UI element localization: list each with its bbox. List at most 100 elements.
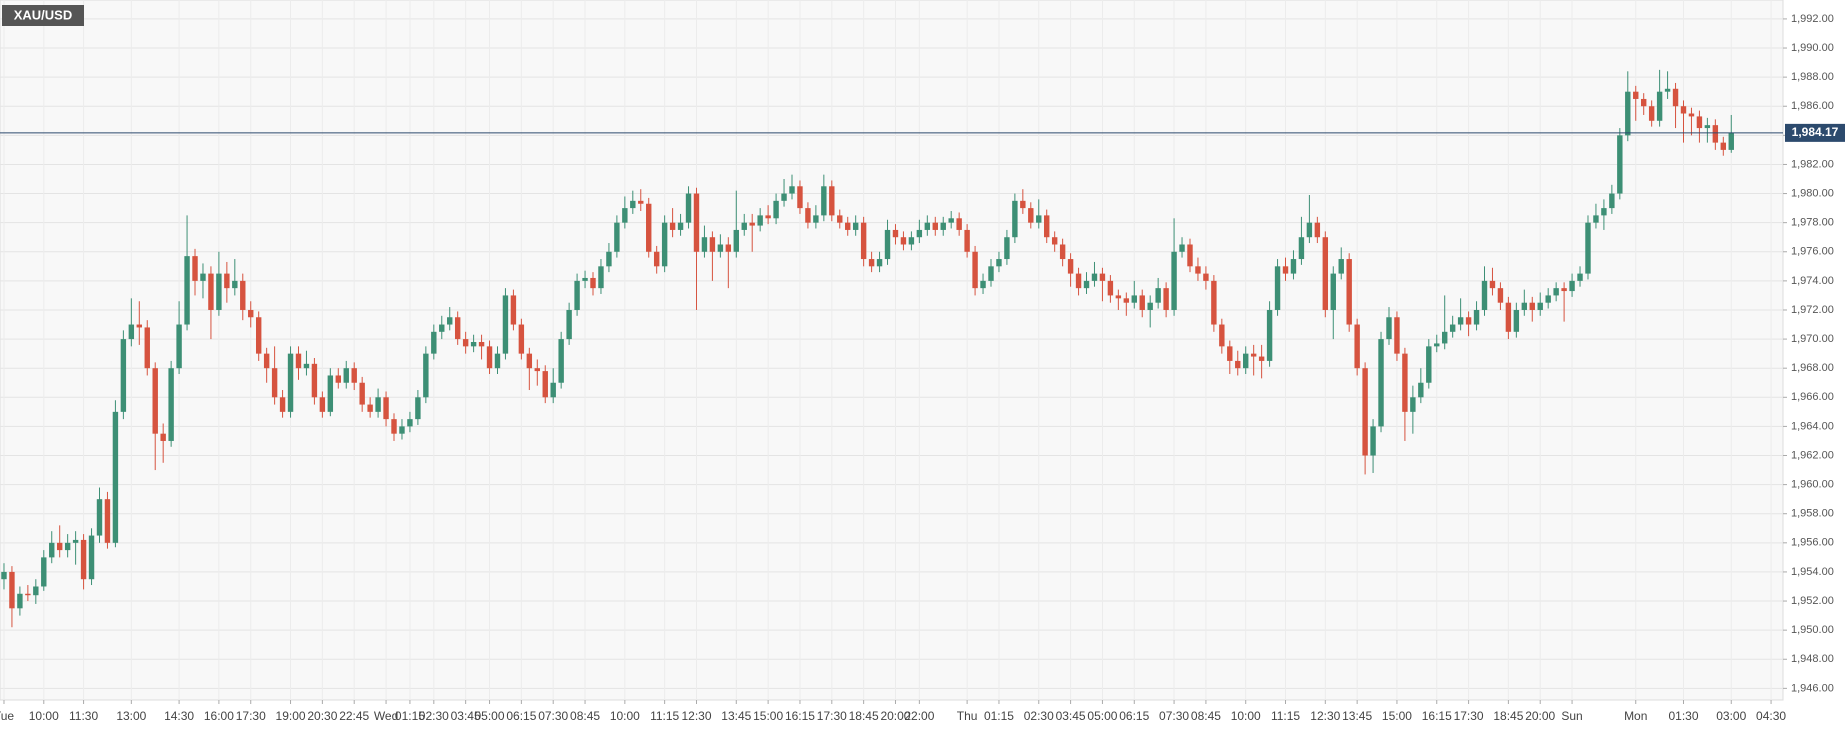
x-tick-label: 08:45 xyxy=(1191,709,1221,723)
candle-body xyxy=(924,222,931,230)
x-tick-label: 02:30 xyxy=(419,709,449,723)
y-tick-label: 1,974.00 xyxy=(1791,275,1834,287)
y-tick-label: 1,988.00 xyxy=(1791,71,1834,83)
candle-body xyxy=(1083,280,1090,289)
candle-body xyxy=(1036,215,1042,223)
candle-body xyxy=(717,244,724,252)
candle-body xyxy=(868,259,875,267)
candle-body xyxy=(1418,382,1424,398)
axes: 1,946.00 1,948.00 1,950.00 1,952.00 1,954.00… xyxy=(0,13,1845,723)
candle-body xyxy=(709,237,716,252)
candle-body xyxy=(1465,317,1472,325)
x-tick-label: Wed xyxy=(374,709,398,723)
candle-body xyxy=(192,256,198,281)
candle-body xyxy=(614,222,620,252)
x-tick-label: 14:30 xyxy=(164,709,194,723)
candle-body xyxy=(1028,208,1034,223)
candle-body xyxy=(1163,288,1169,310)
candle-body xyxy=(916,229,923,238)
candle-body xyxy=(263,353,270,369)
candle-body xyxy=(1386,317,1392,340)
y-tick-label: 1,950.00 xyxy=(1791,624,1834,636)
candle-body xyxy=(351,368,357,383)
candle-body xyxy=(1123,298,1130,303)
candle-body xyxy=(271,368,278,398)
candle-body xyxy=(518,324,525,354)
x-tick-label: 06:15 xyxy=(506,709,536,723)
candle-body xyxy=(1012,200,1018,238)
candle-body xyxy=(1434,343,1440,347)
x-tick-label: 03:00 xyxy=(1716,709,1746,723)
candle-body xyxy=(765,215,771,219)
candle-body xyxy=(1696,116,1703,129)
candle-body xyxy=(1545,295,1551,303)
x-tick-label: 07:30 xyxy=(1159,709,1189,723)
candle-body xyxy=(1712,125,1719,143)
candle-body xyxy=(303,363,310,369)
candle-body xyxy=(1155,288,1161,303)
x-tick-label: Sun xyxy=(1561,709,1582,723)
y-tick-label: 1,946.00 xyxy=(1791,682,1834,694)
candle-body xyxy=(224,273,230,289)
x-tick-label: 10:00 xyxy=(29,709,59,723)
candle-body xyxy=(1107,280,1114,296)
candle-body xyxy=(1314,222,1321,238)
candle-body xyxy=(232,280,238,289)
candle-body xyxy=(1521,302,1528,310)
candle-body xyxy=(72,539,79,543)
candle-body xyxy=(1640,98,1647,107)
candle-body xyxy=(956,218,962,230)
y-tick-label: 1,972.00 xyxy=(1791,304,1834,316)
candle-body xyxy=(837,215,843,223)
x-tick-label: 11:15 xyxy=(650,709,679,723)
candle-body xyxy=(25,593,31,596)
candle-body xyxy=(622,208,628,223)
candle-body xyxy=(1449,324,1456,332)
candle-body xyxy=(80,539,87,580)
x-tick-label: 03:45 xyxy=(1056,709,1086,723)
candle-body xyxy=(590,277,596,289)
candle-body xyxy=(534,368,540,372)
candle-body xyxy=(494,353,501,369)
candle-body xyxy=(852,222,859,230)
candle-body xyxy=(988,266,994,281)
candle-body xyxy=(1282,266,1289,274)
candle-body xyxy=(1473,309,1480,325)
x-tick-label: 04:30 xyxy=(1756,709,1786,723)
candle-body xyxy=(948,218,954,223)
y-tick-label: 1,962.00 xyxy=(1791,449,1834,461)
candle-body xyxy=(1728,132,1734,150)
candle-body xyxy=(845,222,851,230)
candle-body xyxy=(279,397,286,412)
candle-body xyxy=(319,397,326,412)
x-tick-label: 20:00 xyxy=(880,709,910,723)
candle-body xyxy=(1625,91,1631,136)
x-tick-label: 18:45 xyxy=(1493,709,1523,723)
candle-body xyxy=(638,200,644,204)
candle-body xyxy=(439,324,445,332)
candle-body xyxy=(1489,280,1496,289)
candle-body xyxy=(1354,324,1360,369)
candle-body xyxy=(900,237,907,245)
symbol-label: XAU/USD xyxy=(14,7,73,22)
x-tick-label: 10:00 xyxy=(610,709,640,723)
candle-body xyxy=(876,259,883,267)
x-tick-label: 15:00 xyxy=(753,709,783,723)
candle-body xyxy=(415,397,421,420)
x-tick-label: 12:30 xyxy=(681,709,711,723)
x-tick-label: Tue xyxy=(0,709,14,723)
candle-body xyxy=(1402,353,1408,412)
candle-body xyxy=(574,280,580,310)
candle-body xyxy=(1609,193,1615,209)
candle-body xyxy=(216,273,222,310)
candle-body xyxy=(566,309,572,340)
candle-body xyxy=(1442,331,1448,344)
candle-body xyxy=(1617,135,1623,194)
y-tick-label: 1,990.00 xyxy=(1791,42,1834,54)
candle-body xyxy=(1505,302,1512,332)
x-tick-label: 01:15 xyxy=(984,709,1014,723)
x-tick-label: 08:45 xyxy=(570,709,600,723)
x-tick-label: 11:15 xyxy=(1271,709,1300,723)
y-tick-label: 1,980.00 xyxy=(1791,187,1834,199)
